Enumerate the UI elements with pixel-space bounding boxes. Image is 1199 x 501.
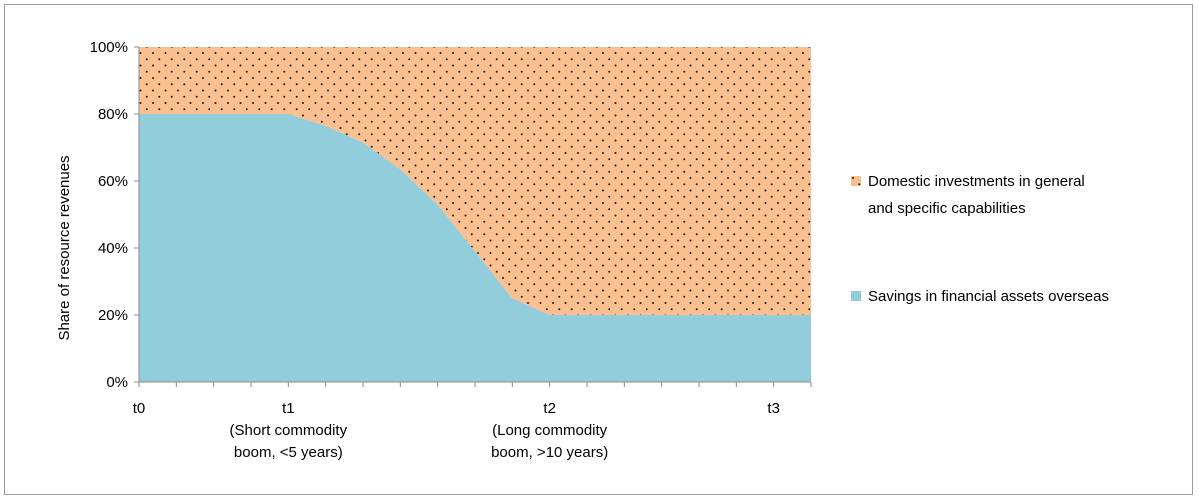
legend-swatch-savings — [851, 291, 861, 301]
x-tick-label: t1 (Short commodity boom, <5 years) — [230, 400, 348, 461]
legend-label-savings: Savings in financial assets overseas — [868, 288, 1109, 305]
y-tick-label: 80% — [98, 106, 128, 123]
x-tick-label: t0 — [133, 400, 146, 417]
y-tick-label: 40% — [98, 240, 128, 257]
y-tick-label: 20% — [98, 307, 128, 324]
y-axis-title: Share of resource revenues — [56, 155, 73, 340]
y-tick-label: 0% — [106, 374, 128, 391]
y-tick-label: 100% — [90, 39, 128, 56]
x-tick-label: t3 — [767, 400, 780, 417]
legend-swatch-domestic-investments — [851, 176, 861, 186]
legend-label-domestic-investments: Domestic investments in general and speci… — [868, 173, 1085, 217]
y-tick-label: 60% — [98, 173, 128, 190]
x-tick-label: t2 (Long commodity boom, >10 years) — [491, 400, 608, 461]
domestic-investments-area — [139, 47, 811, 315]
